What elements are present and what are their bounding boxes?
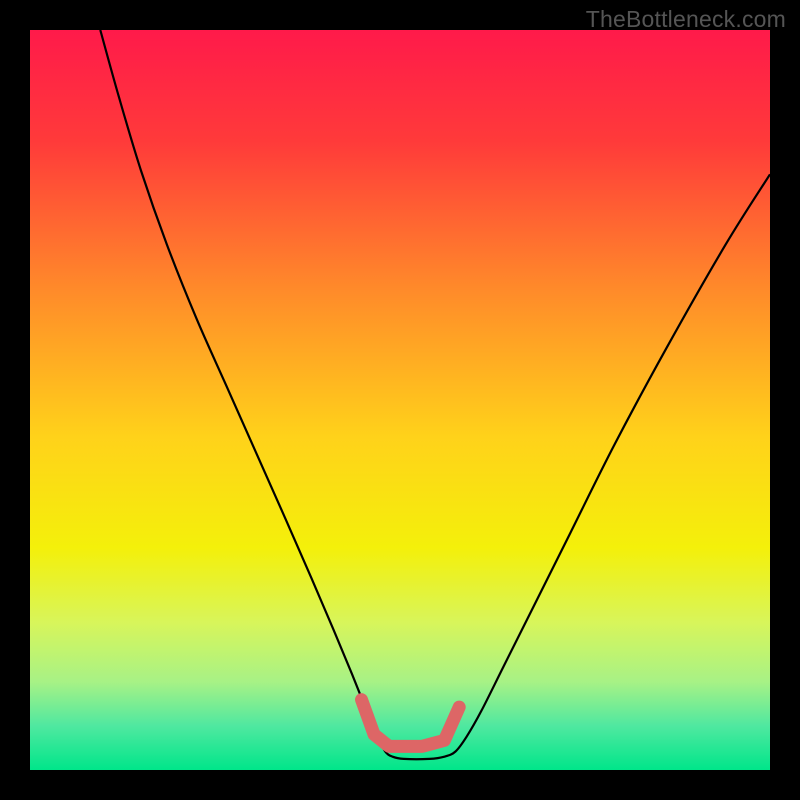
watermark-text: TheBottleneck.com	[586, 6, 786, 33]
bottleneck-chart	[0, 0, 800, 800]
gradient-background	[30, 30, 770, 770]
